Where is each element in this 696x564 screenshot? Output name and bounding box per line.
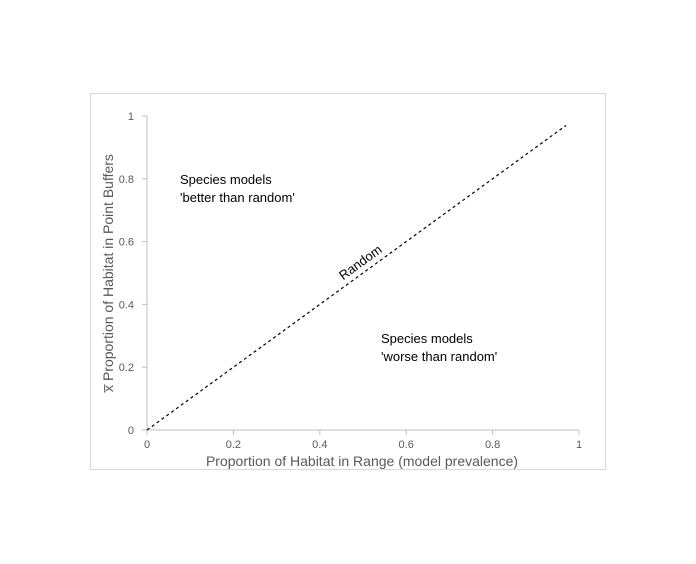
annotation-better-line1: Species models <box>180 172 272 187</box>
y-axis-title: x̅ Proportion of Habitat in Point Buffer… <box>100 154 116 393</box>
y-tick-label: 1 <box>128 111 134 123</box>
x-tick-label: 0 <box>144 439 150 451</box>
x-tick-label: 1 <box>576 439 582 451</box>
y-tick-label: 0.4 <box>119 299 134 311</box>
x-tick-label: 0.6 <box>399 439 414 451</box>
chart-area <box>90 93 606 470</box>
y-tick-label: 0.2 <box>119 362 134 374</box>
y-tick-label: 0.6 <box>119 237 134 249</box>
axes <box>146 116 579 431</box>
y-tick-label: 0.8 <box>119 174 134 186</box>
x-tick-label: 0.8 <box>485 439 500 451</box>
y-ticks: 0 0.2 0.4 0.6 0.8 1 <box>119 111 147 437</box>
annotation-worse-line2: 'worse than random' <box>381 349 497 364</box>
x-tick-label: 0.4 <box>312 439 327 451</box>
x-tick-label: 0.2 <box>226 439 241 451</box>
annotation-worse-line1: Species models <box>381 331 473 346</box>
y-tick-label: 0 <box>128 425 134 437</box>
x-ticks: 0 0.2 0.4 0.6 0.8 1 <box>144 430 582 451</box>
series-line-random <box>146 124 567 431</box>
annotation-better-line2: 'better than random' <box>180 190 295 205</box>
x-axis-title: Proportion of Habitat in Range (model pr… <box>206 453 518 469</box>
